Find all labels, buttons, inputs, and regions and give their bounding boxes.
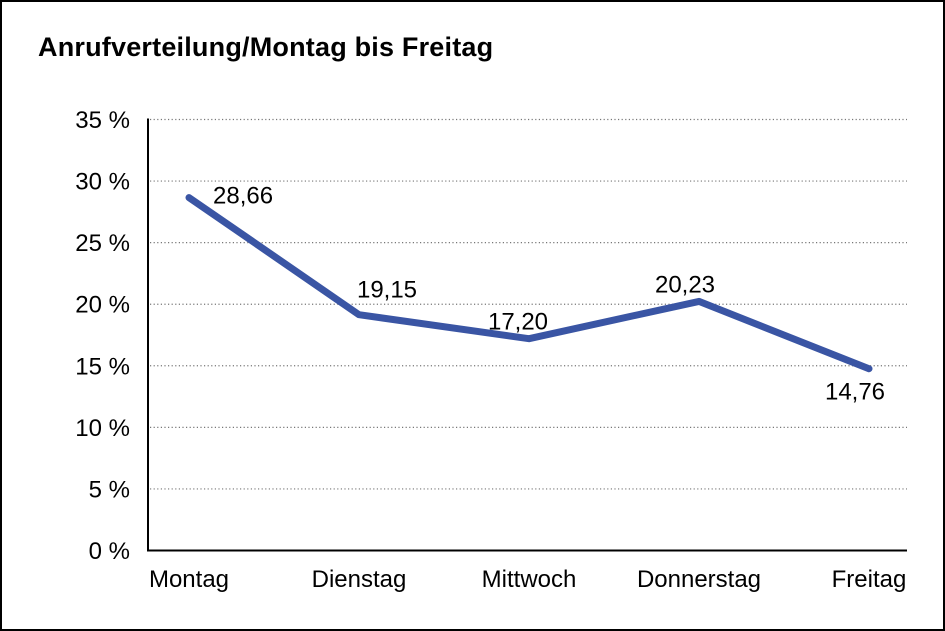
y-tick-label: 5 % bbox=[89, 476, 130, 503]
data-point-label: 17,20 bbox=[488, 309, 548, 336]
data-point-label: 28,66 bbox=[213, 183, 273, 210]
axes bbox=[147, 118, 907, 552]
x-tick-label: Montag bbox=[149, 566, 229, 593]
y-axis-labels: 0 % 5 % 10 % 15 % 20 % 25 % 30 % 35 % bbox=[75, 107, 130, 565]
y-tick-label: 35 % bbox=[75, 107, 130, 134]
chart-title: Anrufverteilung/Montag bis Freitag bbox=[38, 32, 494, 62]
x-tick-label: Donnerstag bbox=[637, 566, 761, 593]
y-tick-label: 10 % bbox=[75, 415, 130, 442]
gridlines bbox=[150, 118, 907, 490]
y-tick-label: 25 % bbox=[75, 230, 130, 257]
x-tick-label: Dienstag bbox=[312, 566, 407, 593]
y-tick-label: 15 % bbox=[75, 353, 130, 380]
data-line bbox=[185, 194, 873, 373]
data-labels: 28,66 19,15 17,20 20,23 14,76 bbox=[213, 183, 885, 406]
y-tick-label: 30 % bbox=[75, 169, 130, 196]
data-series bbox=[185, 194, 873, 373]
y-tick-label: 20 % bbox=[75, 292, 130, 319]
y-tick-label: 0 % bbox=[89, 538, 130, 565]
x-tick-label: Mittwoch bbox=[482, 566, 577, 593]
data-point-label: 19,15 bbox=[357, 277, 417, 304]
x-tick-label: Freitag bbox=[832, 566, 907, 593]
data-point-label: 20,23 bbox=[655, 271, 715, 298]
data-point-label: 14,76 bbox=[825, 379, 885, 406]
x-axis-labels: Montag Dienstag Mittwoch Donnerstag Freitag bbox=[149, 566, 906, 593]
